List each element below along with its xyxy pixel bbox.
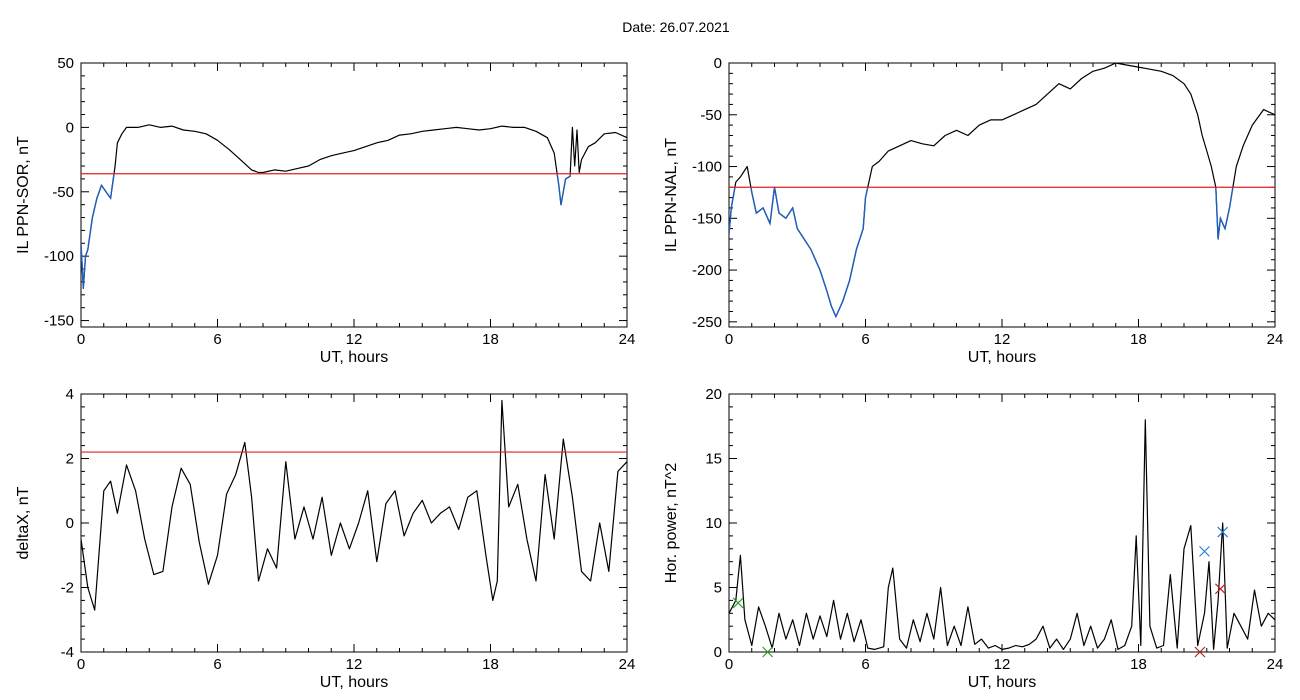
x-tick-label: 24 [1267,331,1284,348]
x-tick-label: 12 [994,656,1011,673]
y-tick-label: -150 [692,210,722,227]
x-tick-label: 18 [482,331,499,348]
y-tick-label: -50 [52,184,74,201]
x-tick-label: 0 [725,656,733,673]
plot-area [729,419,1275,650]
data-series-line [81,399,627,611]
y-axis-label: IL PPN-SOR, nT [15,136,32,254]
y-tick-label: 10 [705,515,722,532]
x-tick-label: 12 [994,331,1011,348]
marker-blue [1217,526,1229,538]
y-tick-label: 5 [714,580,722,597]
x-tick-label: 6 [213,331,221,348]
marker-green [762,646,774,658]
y-tick-label: 0 [714,55,722,72]
data-series-line [729,419,1275,650]
x-tick-label: 18 [482,656,499,673]
plot-frame [80,62,628,328]
marker-green [732,597,744,609]
x-tick-label: 12 [346,331,363,348]
x-tick-label: 0 [77,331,85,348]
x-tick-label: 18 [1130,656,1147,673]
y-tick-label: -250 [692,314,722,331]
x-tick-label: 18 [1130,331,1147,348]
x-tick-label: 0 [77,656,85,673]
x-axis-label: UT, hours [320,674,388,691]
y-tick-label: 0 [714,644,722,661]
marker-red [1194,646,1206,658]
plot-frame [80,393,628,653]
y-tick-label: -100 [692,159,722,176]
x-tick-label: 24 [619,331,636,348]
y-tick-label: -200 [692,262,722,279]
panel-ppn-nal: 0 6 12 18 24 0 -50 -100 -150 -200 -250 UT, hours IL … [663,55,1283,366]
x-axis-label: UT, hours [968,674,1036,691]
x-tick-label: 6 [861,656,869,673]
figure-title: Date: 26.07.2021 [622,19,730,35]
x-axis-label: UT, hours [968,349,1036,366]
plot-area [729,63,1275,319]
x-tick-label: 24 [1267,656,1284,673]
x-tick-label: 6 [213,656,221,673]
x-tick-label: 0 [725,331,733,348]
y-tick-label: -50 [700,107,722,124]
y-tick-label: 0 [66,515,74,532]
y-tick-label: -4 [61,644,74,661]
y-tick-label: -100 [44,248,74,265]
marker-red [1214,583,1226,595]
y-tick-label: -2 [61,580,74,597]
y-tick-label: 0 [66,119,74,136]
y-axis-label: Hor. power, nT^2 [663,463,680,584]
plot-frame [728,393,1276,653]
y-axis-label: deltaX, nT [15,486,32,559]
panel-hor-power: 0 6 12 18 24 20 15 10 5 0 UT, hours Hor. power, nT^… [663,386,1283,691]
plot-area [81,399,627,611]
data-series-line [81,124,627,289]
y-axis-label: IL PPN-NAL, nT [663,138,680,252]
x-tick-label: 6 [861,331,869,348]
data-series-below-threshold [729,187,1234,319]
panel-ppn-sor: 0 6 12 18 24 50 0 -50 -100 -150 UT, hours IL PPN-SO… [15,55,635,366]
x-axis-label: UT, hours [320,349,388,366]
y-tick-label: -150 [44,313,74,330]
plot-area [81,124,627,289]
x-tick-label: 12 [346,656,363,673]
y-tick-label: 15 [705,451,722,468]
y-tick-label: 4 [66,386,74,403]
y-tick-label: 20 [705,386,722,403]
data-series-below-threshold [81,173,571,289]
y-tick-label: 50 [57,55,74,72]
marker-blue [1199,545,1210,557]
data-series-line [729,63,1275,318]
x-tick-label: 24 [619,656,636,673]
panel-deltax: 0 6 12 18 24 4 2 0 -2 -4 UT, hours deltaX, nT [15,386,635,691]
y-tick-label: 2 [66,451,74,468]
